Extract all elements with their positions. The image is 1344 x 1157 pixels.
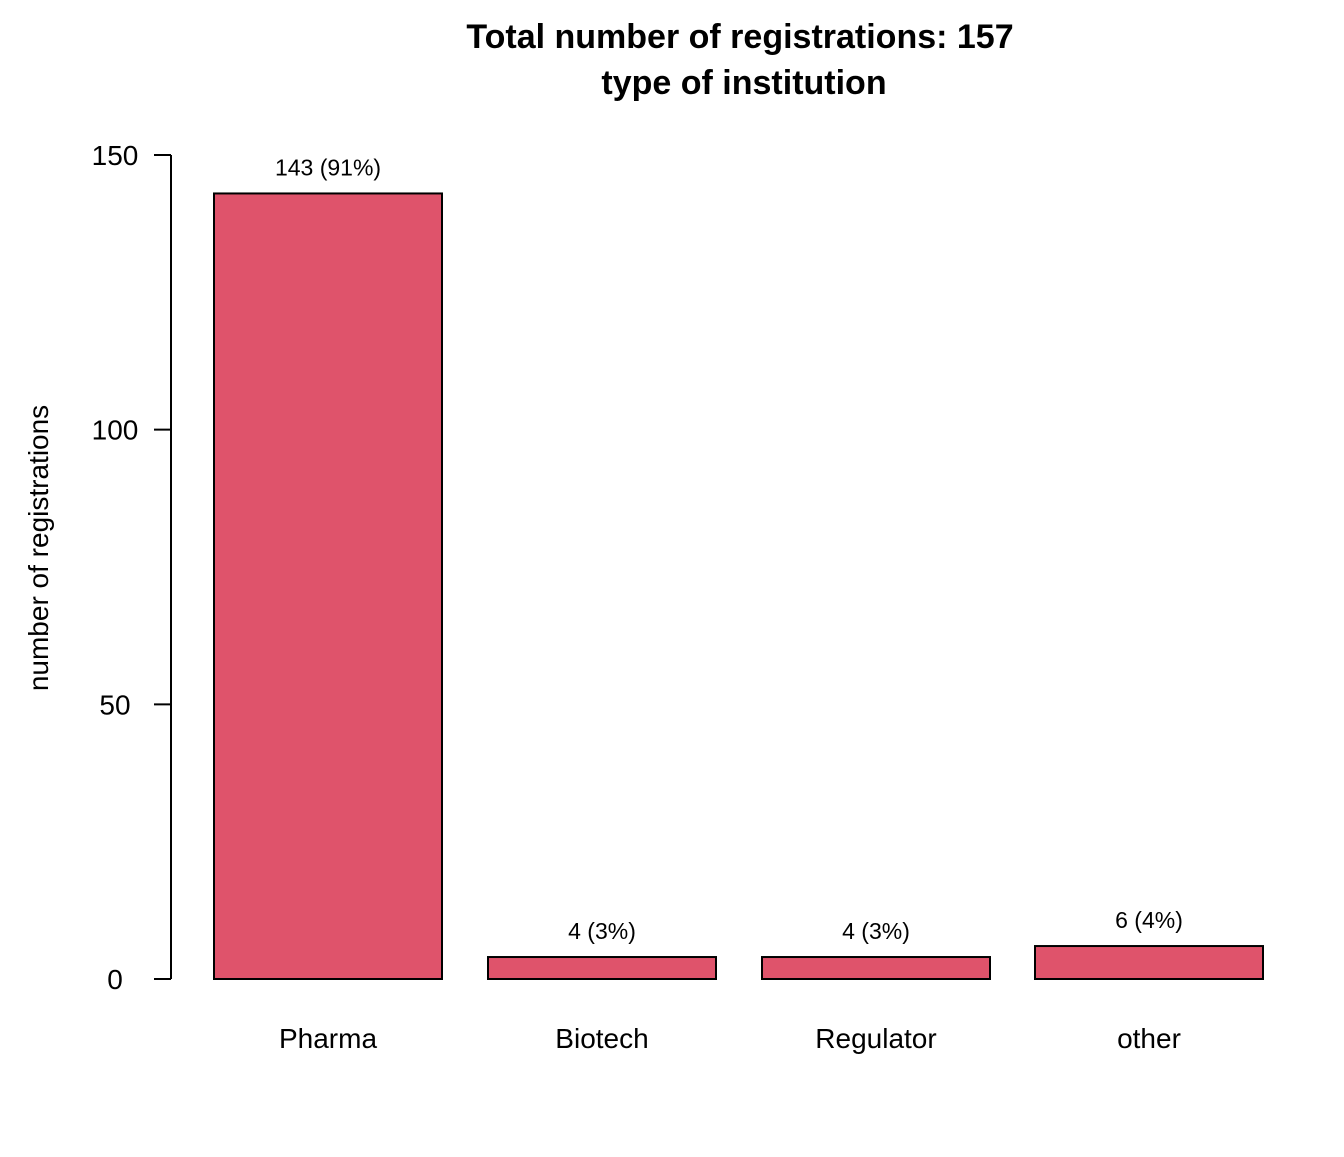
x-tick-labels-group: Pharma Biotech Regulator other	[279, 1023, 1181, 1054]
data-label: 4 (3%)	[842, 918, 910, 944]
data-label: 6 (4%)	[1115, 907, 1183, 933]
data-labels-group: 143 (91%) 4 (3%) 4 (3%) 6 (4%)	[275, 154, 1183, 944]
x-tick-label: Pharma	[279, 1023, 377, 1054]
x-tick-label: Regulator	[815, 1023, 936, 1054]
bars-group	[213, 192, 1264, 981]
y-tick-label: 150	[92, 140, 139, 171]
y-axis: 0 50 100 150	[92, 140, 172, 995]
y-axis-label: number of registrations	[23, 405, 54, 691]
chart-subtitle: type of institution	[601, 64, 886, 102]
x-tick-label: other	[1117, 1023, 1181, 1054]
y-tick-label: 50	[99, 689, 130, 720]
chart-title: Total number of registrations: 157	[466, 18, 1013, 56]
bar-pharma	[213, 192, 443, 981]
data-label: 143 (91%)	[275, 154, 381, 180]
data-label: 4 (3%)	[568, 918, 636, 944]
y-tick-label: 0	[107, 964, 123, 995]
bar-other	[1034, 945, 1264, 980]
bar-regulator	[761, 956, 991, 981]
bar-biotech	[487, 956, 717, 981]
y-tick-label: 100	[92, 415, 139, 446]
x-tick-label: Biotech	[555, 1023, 648, 1054]
